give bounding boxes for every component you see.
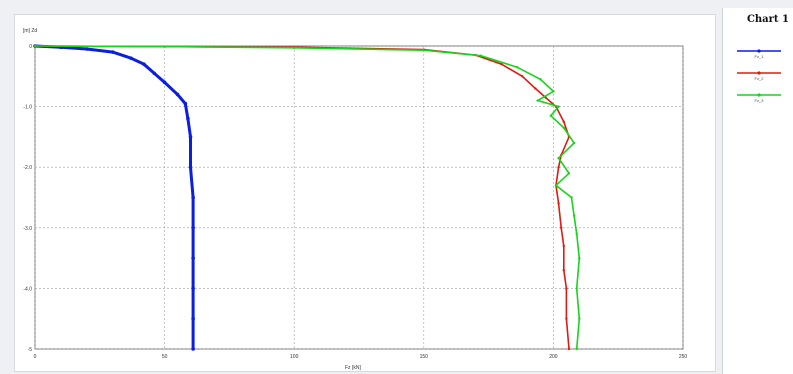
data-point [536,99,540,102]
legend-label: Fz_2 [754,76,764,81]
line-chart: [m] Zd Fz [kN] 0 50 100 150 200 250 0 -1.0 -2.0 -… [23,28,687,371]
legend-swatch [737,93,781,97]
grid-lines [34,45,684,350]
data-point [422,49,425,52]
x-tick-label: 0 [34,354,37,360]
y-tick-label: -2.0 [23,165,32,171]
data-point [552,90,555,93]
tick-labels: 0 50 100 150 200 250 0 -1.0 -2.0 -3.0 -4.0 -5 [23,44,687,360]
data-point [162,80,167,85]
data-point [142,62,146,66]
x-tick-label: 100 [290,354,299,360]
data-point [188,135,193,139]
data-point [554,184,558,187]
legend-item: Fz_3 [729,90,791,106]
legend-item: Fz_2 [729,68,791,84]
data-point [539,78,542,81]
series-line [34,44,195,349]
x-tick-label: 150 [420,354,429,360]
data-point [163,45,166,48]
data-point [500,62,503,66]
data-point [562,244,565,248]
data-point [567,347,571,351]
y-tick-label: -3.0 [23,226,32,232]
data-series [33,44,581,351]
data-point [565,287,568,290]
data-point [559,226,563,229]
data-point [110,50,115,54]
data-point [565,317,568,320]
data-point [562,120,565,123]
legend-item: Fz_1 [729,46,791,62]
data-point [572,141,576,145]
data-point [479,54,483,57]
data-point [575,287,578,290]
plot-area: [m] Zd Fz [kN] 0 50 100 150 200 250 0 -1.0 -2.0 -… [14,14,716,372]
data-point [562,126,565,130]
legend-label: Fz_1 [754,54,764,59]
y-tick-label: -5 [28,347,33,353]
data-point [578,317,581,320]
x-axis-label: Fz [kN] [345,365,361,371]
data-point [85,47,89,51]
legend-panel: Chart 1 Fz_1 Fz_2 Fz_3 [722,8,793,374]
data-point [570,196,573,199]
legend-swatch [737,71,781,75]
data-point [191,286,195,291]
data-point [191,347,195,351]
series-line [34,45,581,350]
data-point [534,87,537,90]
data-point [191,316,195,321]
legend-swatch [737,49,781,53]
data-point [567,172,571,175]
data-point [188,165,193,169]
data-point [562,269,565,272]
x-tick-label: 200 [549,354,558,360]
data-point [191,226,195,230]
x-tick-label: 250 [679,354,688,360]
data-point [572,214,576,217]
x-tick-label: 50 [162,354,168,360]
data-point [183,101,188,106]
data-point [557,156,560,160]
y-tick-label: -1.0 [23,105,32,111]
data-point [521,75,524,78]
data-point [549,114,553,117]
data-point [293,46,296,50]
data-point [129,56,133,60]
data-point [578,256,581,260]
data-point [191,195,195,200]
data-point [575,232,578,236]
plot-frame [34,45,684,350]
data-point [557,202,560,205]
series-line [34,45,570,350]
y-tick-label: -4.0 [23,286,32,292]
data-point [175,92,180,97]
y-axis-label: [m] Zd [23,28,37,34]
data-point [186,116,190,121]
data-point [33,44,37,48]
legend-label: Fz_3 [754,98,764,103]
data-point [557,166,560,169]
data-point [515,66,519,69]
data-point [152,71,157,76]
data-point [557,105,560,108]
chart-title: Chart 1 [746,14,789,25]
y-tick-label: 0 [29,44,32,50]
data-point [191,256,195,260]
data-point [575,347,578,351]
